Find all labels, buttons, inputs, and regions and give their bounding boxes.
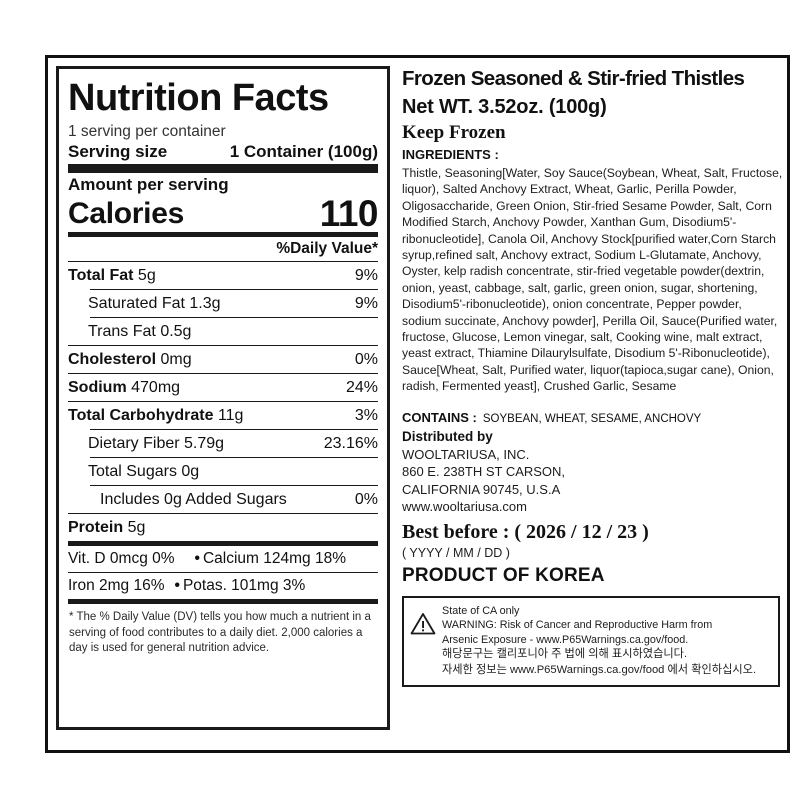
divider-nutrient-row: [90, 429, 378, 430]
nutrient-row: Cholesterol 0mg 0%: [68, 346, 378, 373]
prop65-warning-line: Arsenic Exposure - www.P65Warnings.ca.go…: [442, 633, 689, 646]
ingredients-list: Thistle, Seasoning[Water, Soy Sauce(Soyb…: [402, 166, 783, 394]
calories-row: Calories 110: [68, 193, 379, 234]
divider-medium-footnote: [68, 599, 378, 604]
divider-nutrient-row: [68, 345, 378, 346]
prop65-warning-line-korean: 자세한 정보는 www.P65Warnings.ca.gov/food 에서 확…: [442, 663, 757, 676]
ingredients-heading: INGREDIENTS :: [402, 147, 499, 162]
distributor-address-line: WOOLTARIUSA, INC.: [402, 446, 530, 462]
micronutrient-row: Iron 2mg 16% • Potas. 101mg 3%: [68, 573, 378, 599]
prop65-text-lines: State of CA only WARNING: Risk of Cancer …: [442, 604, 772, 679]
distributor-address-line: CALIFORNIA 90745, U.S.A: [402, 481, 561, 497]
amount-per-serving-label: Amount per serving: [68, 175, 229, 194]
net-weight: Net WT. 3.52oz. (100g): [402, 96, 607, 118]
nutrient-name-amount: Protein 5g: [68, 519, 146, 536]
nutrient-row: Includes 0g Added Sugars 0%: [68, 486, 378, 513]
nutrient-name-amount: Saturated Fat 1.3g: [88, 295, 221, 312]
nutrient-row: Dietary Fiber 5.79g 23.16%: [68, 430, 378, 457]
divider-nutrient-row: [90, 289, 378, 290]
nutrient-row: Total Carbohydrate 11g 3%: [68, 402, 378, 429]
nutrient-row: Total Sugars 0g: [68, 458, 378, 485]
serving-size-label: Serving size: [68, 142, 168, 161]
micronutrient-row: Vit. D 0mcg 0% • Calcium 124mg 18%: [68, 546, 378, 572]
nutrient-daily-value: 0%: [354, 491, 378, 508]
divider-medium-calories: [68, 232, 378, 237]
divider-nutrient-row: [90, 485, 378, 486]
servings-per-container: 1 serving per container: [68, 123, 226, 140]
divider-nutrient-row: [90, 457, 378, 458]
nutrient-row: Protein 5g: [68, 514, 378, 541]
micronutrient-left: Iron 2mg 16%: [68, 577, 165, 594]
nutrient-name-amount: Total Sugars 0g: [88, 463, 200, 480]
nutrient-name-amount: Trans Fat 0.5g: [88, 323, 192, 340]
nutrient-daily-value: 9%: [354, 267, 378, 284]
micronutrient-spacer: [175, 549, 189, 569]
nutrient-daily-value: 24%: [345, 379, 378, 396]
distributed-by-label: Distributed by: [402, 428, 493, 444]
nutrient-name-amount: Cholesterol 0mg: [68, 351, 192, 368]
bullet-separator-icon: •: [194, 550, 200, 567]
best-before-format: ( YYYY / MM / DD ): [402, 545, 510, 560]
calories-label: Calories: [68, 197, 184, 230]
contains-value: SOYBEAN, WHEAT, SESAME, ANCHOVY: [482, 412, 702, 425]
nutrient-row: Sodium 470mg 24%: [68, 374, 378, 401]
contains-label: CONTAINS :: [402, 409, 477, 425]
nutrient-name-amount: Dietary Fiber 5.79g: [88, 435, 225, 452]
warning-triangle-icon: [410, 604, 436, 640]
distributor-address: WOOLTARIUSA, INC. 860 E. 238TH ST CARSON,…: [402, 446, 784, 516]
divider-thick-top: [68, 164, 378, 173]
divider-nutrient-row: [68, 373, 378, 374]
divider-nutrient-row: [68, 401, 378, 402]
product-name: Frozen Seasoned & Stir-fried Thistles: [402, 67, 745, 90]
nutrient-name-amount: Total Fat 5g: [68, 267, 156, 284]
daily-value-footnote: * The % Daily Value (DV) tells you how m…: [69, 611, 371, 654]
nutrient-rows: Total Fat 5g 9% Saturated Fat 1.3g 9% Trans …: [68, 262, 378, 541]
nutrient-daily-value: 0%: [354, 351, 378, 368]
product-label-frame: Nutrition Facts 1 serving per container …: [45, 55, 790, 753]
product-info-panel: Frozen Seasoned & Stir-fried Thistles Ne…: [400, 64, 786, 736]
nutrient-daily-value: 9%: [354, 295, 378, 312]
micronutrient-rows: Vit. D 0mcg 0% • Calcium 124mg 18% Iron 2mg…: [68, 546, 378, 599]
divider-medium-micronutrients: [68, 541, 378, 546]
nutrient-daily-value: 23.16%: [323, 435, 378, 452]
nutrient-row: Trans Fat 0.5g: [68, 318, 378, 345]
prop65-warning-line: State of CA only: [442, 604, 520, 617]
distributor-address-line: www.wooltariusa.com: [402, 499, 527, 515]
divider-micronutrient-row: [68, 572, 378, 573]
nutrition-facts-panel: Nutrition Facts 1 serving per container …: [56, 66, 390, 730]
micronutrient-right: Calcium 124mg 18%: [202, 550, 346, 567]
nutrition-facts-title: Nutrition Facts: [68, 77, 329, 119]
best-before-date: Best before : ( 2026 / 12 / 23 ): [402, 520, 649, 543]
divider-nutrient-row: [90, 317, 378, 318]
nutrient-row: Saturated Fat 1.3g 9%: [68, 290, 378, 317]
storage-instruction: Keep Frozen: [402, 122, 506, 143]
prop65-warning-box: State of CA only WARNING: Risk of Cancer …: [402, 595, 780, 688]
contains-allergens-row: CONTAINS : SOYBEAN, WHEAT, SESAME, ANCHOV…: [402, 395, 784, 428]
nutrient-name-amount: Total Carbohydrate 11g: [68, 407, 244, 424]
divider-nutrient-row: [68, 513, 378, 514]
nutrient-name-amount: Sodium 470mg: [68, 379, 181, 396]
micronutrient-left: Vit. D 0mcg 0%: [68, 550, 175, 567]
micronutrient-right: Potas. 101mg 3%: [182, 577, 306, 594]
divider-below-dv-header: [68, 261, 378, 262]
serving-size-row: Serving size 1 Container (100g): [68, 141, 378, 162]
nutrient-row: Total Fat 5g 9%: [68, 262, 378, 289]
country-of-origin: PRODUCT OF KOREA: [402, 564, 605, 586]
prop65-warning-line: WARNING: Risk of Cancer and Reproductive…: [442, 619, 713, 632]
nutrient-name-amount: Includes 0g Added Sugars: [100, 491, 287, 508]
prop65-warning-line-korean: 해당문구는 캘리포니아 주 법에 의해 표시하였습니다.: [442, 648, 688, 661]
daily-value-header: %Daily Value*: [276, 240, 378, 257]
bullet-separator-icon: •: [174, 577, 180, 594]
serving-size-value: 1 Container (100g): [229, 142, 378, 161]
nutrient-daily-value: 3%: [354, 407, 378, 424]
calories-value: 110: [319, 193, 379, 234]
distributor-address-line: 860 E. 238TH ST CARSON,: [402, 464, 566, 480]
